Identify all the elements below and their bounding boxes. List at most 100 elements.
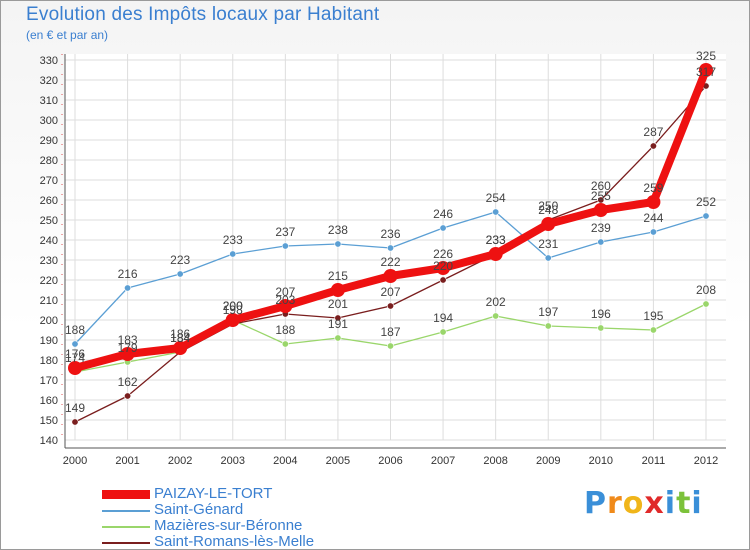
data-label: 195	[643, 309, 663, 323]
data-label: 176	[65, 347, 85, 361]
data-point	[492, 208, 500, 216]
data-label: 184	[170, 331, 190, 345]
data-point	[278, 299, 293, 313]
data-label: 259	[643, 181, 663, 195]
data-point	[386, 342, 394, 350]
data-label: 184	[170, 331, 190, 345]
x-tick-label: 2001	[115, 455, 139, 467]
data-point	[68, 361, 82, 375]
y-tick-label: 210	[40, 295, 58, 307]
x-tick-label: 2007	[431, 455, 455, 467]
data-point	[439, 328, 447, 336]
logo-letter: i	[691, 486, 703, 521]
data-point	[702, 212, 710, 220]
data-label: 208	[696, 283, 716, 297]
data-label: 194	[433, 311, 453, 325]
data-point	[281, 242, 289, 250]
y-tick-label: 330	[40, 55, 58, 67]
legend-swatch-paizay	[102, 490, 150, 499]
data-label: 223	[170, 253, 190, 267]
plot-area	[65, 54, 726, 440]
data-point	[386, 302, 394, 310]
data-label: 233	[223, 233, 243, 247]
data-label: 196	[591, 307, 611, 321]
data-label: 317	[696, 65, 716, 79]
data-point	[593, 203, 608, 217]
legend-label-saint-genard: Saint-Génard	[154, 501, 244, 518]
data-point	[597, 238, 605, 246]
data-label: 233	[486, 233, 506, 247]
x-tick-label: 2011	[642, 455, 666, 467]
data-label: 188	[275, 323, 295, 337]
data-point	[334, 334, 342, 342]
data-label: 325	[696, 49, 716, 63]
x-tick-label: 2010	[589, 455, 613, 467]
legend-swatch-saint-romans	[102, 542, 150, 544]
y-tick-label: 180	[40, 355, 58, 367]
data-label: 203	[275, 293, 295, 307]
data-label: 202	[486, 295, 506, 309]
y-tick-label: 260	[40, 195, 58, 207]
y-tick-label: 150	[40, 415, 58, 427]
data-label: 244	[643, 211, 663, 225]
y-tick-label: 250	[40, 215, 58, 227]
y-tick-label: 300	[40, 115, 58, 127]
data-point	[492, 312, 500, 320]
legend-swatch-saint-genard	[102, 510, 150, 512]
data-label: 198	[223, 303, 243, 317]
data-label: 260	[591, 179, 611, 193]
data-label: 248	[538, 203, 558, 217]
data-label: 200	[223, 299, 243, 313]
data-point	[649, 326, 657, 334]
data-label: 246	[433, 207, 453, 221]
data-point	[488, 247, 503, 261]
x-tick-label: 2005	[326, 455, 350, 467]
x-tick-label: 2006	[378, 455, 402, 467]
data-label: 222	[380, 255, 400, 269]
data-label: 238	[328, 223, 348, 237]
data-label: 174	[65, 351, 85, 365]
data-label: 237	[275, 225, 295, 239]
data-label: 252	[696, 195, 716, 209]
data-point	[225, 313, 240, 327]
data-label: 239	[591, 221, 611, 235]
data-point	[544, 322, 552, 330]
data-label: 207	[380, 285, 400, 299]
data-point	[597, 324, 605, 332]
data-label: 231	[538, 237, 558, 251]
chart-subtitle: (en € et par an)	[26, 28, 109, 42]
data-label: 215	[328, 269, 348, 283]
data-label: 162	[118, 375, 138, 389]
y-tick-label: 310	[40, 95, 58, 107]
y-tick-label: 320	[40, 75, 58, 87]
x-tick-label: 2002	[168, 455, 192, 467]
data-point	[439, 224, 447, 232]
data-label: 255	[591, 189, 611, 203]
data-label: 187	[380, 325, 400, 339]
data-point	[439, 276, 447, 284]
data-point	[120, 347, 135, 361]
data-point	[330, 283, 345, 297]
proxiti-logo: Proxiti	[584, 486, 703, 521]
x-tick-label: 2008	[483, 455, 507, 467]
y-tick-label: 200	[40, 315, 58, 327]
x-tick-label: 2012	[694, 455, 718, 467]
x-tick-label: 2000	[63, 455, 87, 467]
data-point	[544, 254, 552, 262]
data-point	[649, 142, 657, 150]
y-tick-label: 240	[40, 235, 58, 247]
x-tick-label: 2003	[221, 455, 245, 467]
legend-label-mazieres: Mazières-sur-Béronne	[154, 517, 303, 534]
data-label: 197	[538, 305, 558, 319]
logo-letter: P	[584, 486, 607, 521]
data-point	[229, 250, 237, 258]
data-label: 149	[65, 401, 85, 415]
legend-label-paizay: PAIZAY-LE-TORT	[154, 485, 273, 502]
y-tick-label: 190	[40, 335, 58, 347]
data-label: 220	[433, 259, 453, 273]
data-label: 201	[328, 297, 348, 311]
data-point	[173, 341, 188, 355]
data-point	[124, 284, 132, 292]
data-label: 233	[486, 233, 506, 247]
y-tick-label: 280	[40, 155, 58, 167]
